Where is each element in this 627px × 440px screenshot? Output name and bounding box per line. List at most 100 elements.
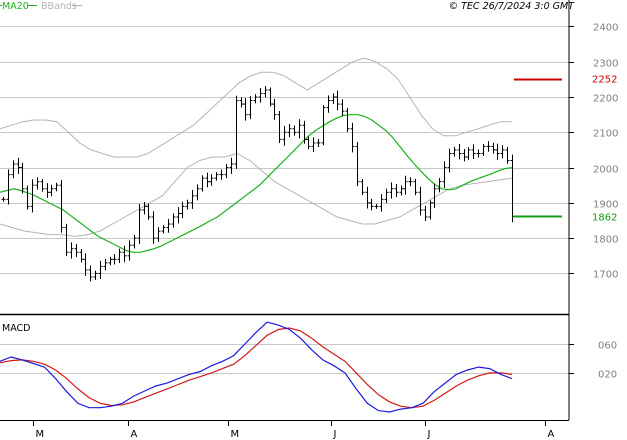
bb-lower-line (0, 152, 513, 237)
ma20-line (0, 114, 513, 253)
price-bar (505, 146, 510, 164)
price-bar (103, 258, 108, 271)
price-bar (98, 260, 103, 280)
price-bar (6, 169, 11, 205)
price-bar (161, 225, 166, 234)
price-axis-ticks: 1700 1800 1900 2000 2100 2200 2300 2400 (569, 23, 618, 281)
legend-ma20: MA20 (2, 1, 29, 12)
price-bar (16, 157, 21, 174)
price-bar (457, 143, 462, 160)
price-bar (268, 87, 273, 107)
price-bar (180, 201, 185, 219)
price-bar (263, 85, 268, 98)
price-bar (399, 185, 404, 196)
price-bar (428, 200, 433, 220)
price-bar (287, 123, 292, 138)
price-bar (365, 186, 370, 209)
price-bar (253, 94, 258, 104)
price-bar (59, 180, 64, 233)
macd-lines (0, 321, 513, 413)
price-bar (88, 265, 93, 282)
price-bar (35, 177, 40, 190)
copyright-text: © TEC 26/7/2024 3:0 GMT (449, 1, 576, 12)
price-bar (176, 207, 181, 224)
price-bar (229, 157, 234, 174)
price-bar (219, 169, 224, 180)
price-bar (466, 147, 471, 160)
price-bar (20, 162, 25, 194)
price-bar (258, 87, 263, 103)
price-bar (452, 146, 457, 157)
price-bar (239, 97, 244, 108)
x-tick-label: A (131, 429, 138, 440)
price-bar (127, 240, 132, 261)
price-bar (156, 227, 161, 243)
price-bar (403, 175, 408, 195)
price-bar (292, 125, 297, 136)
price-bar (282, 125, 287, 146)
price-bar (142, 201, 147, 215)
price-bar (277, 111, 282, 143)
price-bar (185, 199, 190, 210)
price-bar (93, 270, 98, 280)
price-bar (389, 182, 394, 199)
x-tick-label: M (36, 429, 45, 440)
price-bar (442, 161, 447, 189)
price-bar (132, 234, 137, 249)
y-tick-label: 2200 (593, 94, 618, 105)
price-bar (413, 178, 418, 196)
price-bar (331, 93, 336, 105)
price-bar (117, 248, 122, 263)
macd-tick-label: 020 (598, 370, 617, 381)
price-bar (491, 142, 496, 154)
y-tick-label: 2100 (593, 129, 618, 140)
ma20-line-group (0, 114, 513, 253)
price-bar (200, 175, 205, 192)
signal-line (0, 327, 513, 409)
price-bar (423, 205, 428, 221)
price-bar (326, 95, 331, 113)
price-bar (481, 143, 486, 156)
price-level-label: 2252 (592, 75, 617, 86)
price-bar (69, 242, 74, 259)
price-bar (476, 149, 481, 158)
price-bar (234, 95, 239, 169)
price-bars (1, 85, 515, 282)
price-bar (369, 198, 374, 211)
price-bar (45, 183, 50, 198)
price-bar (1, 196, 6, 202)
price-bar (209, 174, 214, 186)
price-bar (379, 194, 384, 212)
price-bar (40, 178, 45, 192)
price-bar (112, 254, 117, 265)
price-bar (394, 183, 399, 198)
price-bar (248, 96, 253, 120)
price-bar (335, 90, 340, 111)
price-bar (243, 98, 248, 121)
price-bar (432, 183, 437, 209)
price-bar (195, 184, 200, 201)
price-bar (306, 136, 311, 150)
price-levels: 2252 1862 (514, 75, 617, 223)
y-tick-label: 2400 (593, 23, 618, 34)
y-tick-label: 2000 (593, 165, 618, 176)
bb-upper-line (0, 57, 512, 158)
price-bar (122, 245, 127, 263)
price-bar (108, 256, 113, 266)
bbands-lines (0, 57, 513, 237)
price-bar (408, 177, 413, 187)
price-bar (321, 105, 326, 146)
price-bar (384, 188, 389, 203)
price-bar (54, 182, 59, 192)
price-bar (345, 107, 350, 133)
price-bar (151, 211, 156, 244)
price-bar (49, 184, 54, 197)
price-bar (355, 142, 360, 187)
y-tick-label: 1700 (593, 270, 618, 281)
price-bar (190, 189, 195, 209)
price-bar (146, 203, 151, 220)
price-bar (437, 178, 442, 193)
price-bar (350, 122, 355, 153)
price-bar (311, 137, 316, 152)
price-bar (471, 144, 476, 160)
